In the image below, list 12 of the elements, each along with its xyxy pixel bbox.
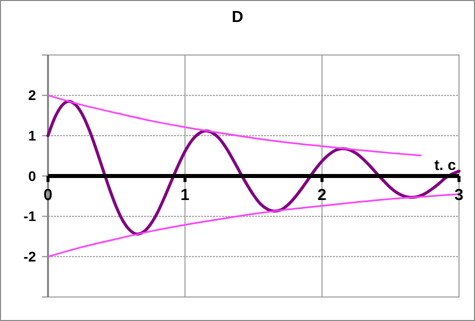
y-tick-label: 2 bbox=[28, 87, 36, 104]
y-tick-label: 0 bbox=[28, 168, 36, 184]
x-tick-label: 1 bbox=[180, 187, 190, 204]
y-tick-label: 1 bbox=[28, 128, 36, 144]
x-axis-title: t. c bbox=[434, 157, 456, 174]
x-tick-label: 2 bbox=[318, 187, 327, 204]
x-tick-label: 0 bbox=[44, 187, 53, 204]
x-tick-label: 3 bbox=[454, 187, 464, 204]
chart-title: D bbox=[232, 9, 244, 26]
y-tick-label: -1 bbox=[24, 208, 36, 224]
y-tick-label: -2 bbox=[24, 248, 36, 265]
line-series bbox=[47, 94, 422, 156]
